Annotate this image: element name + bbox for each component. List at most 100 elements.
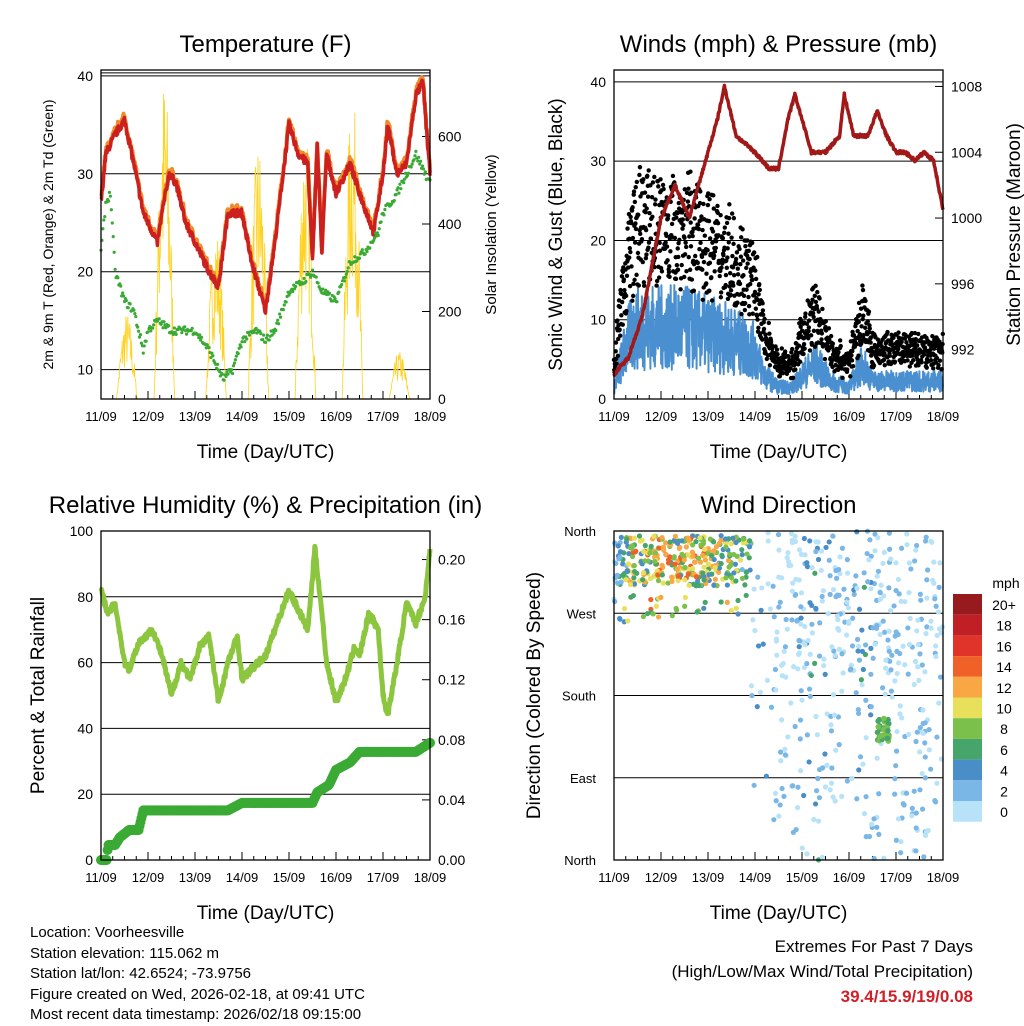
gust-point: [631, 189, 637, 194]
direction-point: [725, 557, 732, 564]
dewpoint-point: [345, 269, 349, 274]
direction-point: [747, 538, 753, 544]
direction-point: [801, 792, 807, 799]
direction-point: [655, 572, 661, 578]
dewpoint-point: [340, 282, 344, 287]
direction-point: [933, 603, 939, 609]
direction-point: [747, 567, 753, 573]
direction-point: [905, 625, 911, 631]
direction-point: [920, 730, 926, 736]
dewpoint-point: [136, 325, 140, 329]
direction-point: [904, 531, 910, 537]
direction-point: [682, 577, 688, 583]
dewpoint-point: [181, 328, 185, 332]
gust-point: [940, 350, 945, 355]
direction-point: [759, 585, 765, 591]
direction-point: [907, 615, 913, 622]
direction-point: [659, 572, 665, 578]
direction-point: [815, 556, 822, 563]
direction-point: [708, 552, 715, 559]
direction-point: [898, 850, 904, 856]
direction-point: [870, 655, 876, 661]
dewpoint-point: [262, 333, 266, 337]
legend-title: mph: [992, 575, 1019, 591]
x-tick-label: 17/09: [367, 870, 400, 885]
direction-point: [693, 574, 700, 580]
gust-point: [750, 277, 755, 282]
direction-point: [823, 544, 829, 551]
gust-point: [808, 333, 814, 338]
direction-point: [807, 538, 813, 544]
gust-point: [707, 236, 713, 241]
direction-point: [774, 629, 780, 635]
direction-point: [917, 651, 923, 657]
gust-point: [713, 245, 719, 251]
direction-point: [812, 570, 818, 576]
gust-point: [726, 215, 732, 221]
gust-point: [625, 265, 631, 270]
legend-label: 2: [1000, 783, 1008, 799]
direction-point: [798, 590, 805, 596]
gust-point: [615, 353, 621, 359]
gust-point: [811, 328, 817, 333]
direction-point: [880, 560, 886, 567]
gust-point: [890, 343, 895, 348]
gust-point: [834, 346, 839, 352]
direction-point: [844, 778, 850, 784]
gust-point: [710, 240, 715, 245]
sonic-wind-line: [613, 284, 944, 395]
direction-point: [723, 544, 729, 550]
direction-point: [637, 538, 644, 544]
direction-point: [934, 780, 940, 786]
direction-point: [934, 632, 940, 638]
direction-point: [861, 570, 867, 576]
direction-point: [881, 549, 887, 555]
gust-point: [617, 304, 623, 310]
x-tick-label: 15/09: [786, 870, 819, 885]
gust-point: [887, 353, 892, 358]
direction-point: [702, 599, 708, 605]
dewpoint-point: [423, 170, 427, 174]
direction-point: [640, 613, 647, 620]
gust-point: [838, 343, 843, 349]
direction-point: [618, 534, 624, 540]
gust-point: [700, 297, 706, 303]
direction-point: [886, 648, 892, 654]
direction-point: [794, 804, 801, 811]
direction-point: [817, 620, 823, 626]
gust-point: [863, 298, 868, 304]
gust-point: [641, 177, 646, 182]
direction-point: [875, 718, 881, 724]
gust-point: [652, 265, 657, 270]
direction-point: [671, 537, 677, 543]
gust-point: [696, 226, 702, 232]
direction-point: [778, 717, 785, 723]
dewpoint-point: [184, 332, 189, 336]
dewpoint-point: [157, 317, 161, 321]
gust-point: [816, 309, 821, 314]
x-tick-label: 13/09: [692, 409, 725, 424]
gust-point: [779, 346, 784, 351]
gust-point: [723, 272, 729, 278]
x-tick-label: 18/09: [927, 870, 960, 885]
plot-frame: [613, 69, 944, 400]
dewpoint-point: [174, 332, 178, 336]
gust-point: [813, 299, 819, 305]
gust-point: [882, 351, 887, 356]
gust-point: [617, 327, 622, 332]
dewpoint-point: [368, 246, 372, 250]
direction-point: [802, 642, 808, 648]
direction-point: [935, 609, 942, 615]
legend-swatch: [953, 718, 982, 739]
gust-point: [717, 273, 722, 279]
dewpoint-point: [267, 338, 271, 342]
direction-point: [853, 690, 859, 696]
dewpoint-point: [124, 298, 128, 303]
direction-point: [795, 784, 801, 790]
gust-point: [630, 293, 636, 299]
direction-point: [877, 631, 883, 638]
direction-point: [828, 722, 834, 728]
direction-point: [830, 586, 837, 593]
gust-point: [746, 294, 751, 300]
gust-point: [634, 272, 639, 278]
